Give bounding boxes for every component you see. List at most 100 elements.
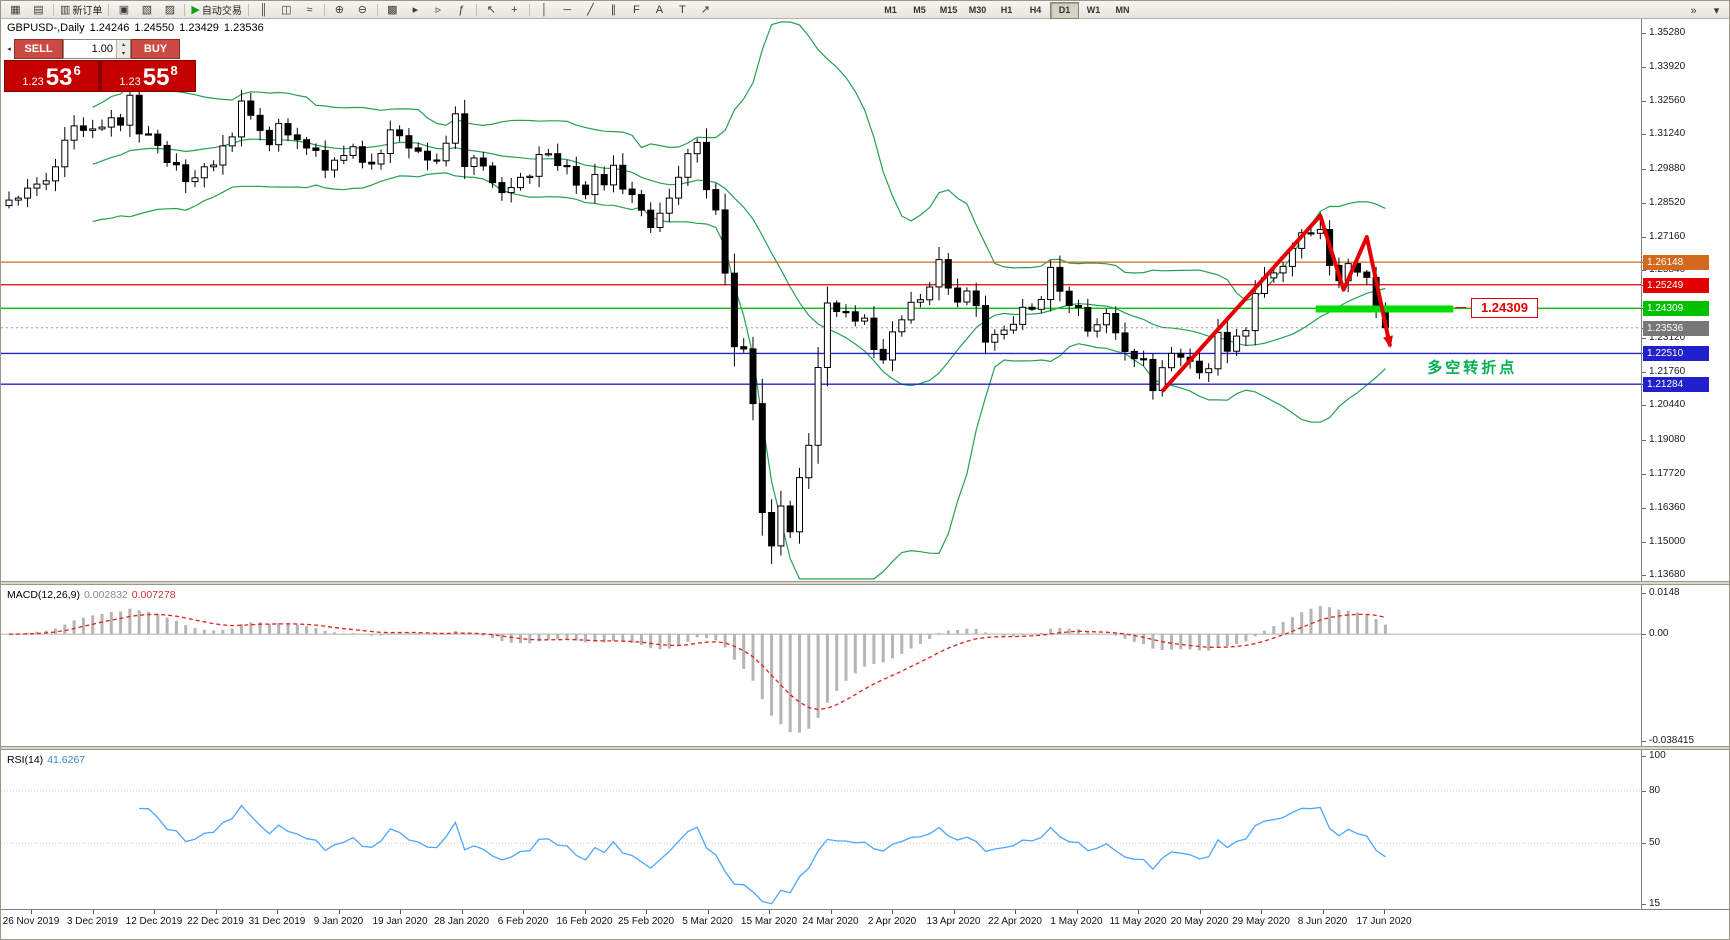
date-label: 31 Dec 2019 [248,916,306,927]
date-label: 22 Apr 2020 [988,916,1042,927]
indicators-icon[interactable]: ƒ [458,3,465,16]
price-axis-label: 1.31240 [1649,128,1686,140]
timeframe-m30[interactable]: M30 [968,5,987,15]
date-label: 3 Dec 2019 [66,916,119,927]
price-axis[interactable]: 1.35280 1.33920 1.32560 1.31240 1.29880 1.285… [1641,19,1729,909]
ohlc-low: 1.23429 [179,22,219,34]
price-axis-label: 1.20440 [1649,399,1686,411]
channel-icon[interactable]: ∥ [610,4,617,16]
price-axis-label: -0.038415 [1649,735,1695,746]
sell-button[interactable]: SELL [14,39,63,59]
buy-price-pips: 55 [142,64,170,91]
trendline-icon[interactable]: ╱ [587,4,594,16]
trade-panel-collapse-icon[interactable]: ◂ [7,46,11,53]
text-icon[interactable]: T [679,3,686,16]
buy-price-button[interactable]: 1.23 55 8 [101,60,196,92]
volume-control: ▴ ▾ [63,39,131,59]
pane-divider-rsi[interactable] [1,746,1729,750]
data-window-icon[interactable]: ▧ [141,4,153,16]
buy-price-prefix: 1.23 [119,76,141,88]
line-chart-icon[interactable]: ≈ [306,3,313,16]
volume-up-icon[interactable]: ▴ [117,40,130,49]
date-label: 28 Jan 2020 [433,916,490,927]
volume-input[interactable] [64,40,116,58]
support-price-label[interactable]: 1.24309 [1470,297,1538,318]
timeframe-h1[interactable]: H1 [1000,5,1013,15]
zoom-in-icon[interactable]: ⊕ [334,4,344,16]
bollinger-bands [92,21,1386,580]
macd-title: MACD(12,26,9) [7,589,80,601]
sell-price-point: 6 [73,63,81,78]
auto-scroll-icon[interactable]: ▸ [412,4,419,16]
price-axis-label: 1.27160 [1649,230,1686,242]
candlestick-series [5,85,1389,564]
tile-windows-icon[interactable]: ▩ [387,4,398,16]
timeframe-toolbar: M1 M5 M15 M30 H1 H4 D1 W1 MN [876,1,1137,19]
date-label: 16 Feb 2020 [556,916,613,927]
date-label: 1 May 2020 [1050,916,1103,927]
zoom-out-icon[interactable]: ⊖ [357,4,367,16]
timeframe-m1[interactable]: M1 [884,5,897,15]
date-label: 20 May 2020 [1170,916,1229,927]
date-label: 26 Nov 2019 [2,916,60,927]
new-order-button[interactable]: ▥ 新订单 [60,4,103,17]
buy-price-point: 8 [170,63,178,78]
new-chart-icon[interactable]: ▦ [10,4,21,16]
timeframe-d1[interactable]: D1 [1050,1,1079,19]
chart-symbol-ohlc: GBPUSD-,Daily 1.24246 1.24550 1.23429 1.2353… [7,22,269,34]
candlestick-chart-icon[interactable]: ◫ [281,4,292,16]
chart-profiles-icon[interactable]: ▤ [33,4,44,16]
sell-price-button[interactable]: 1.23 53 6 [4,60,99,92]
time-axis[interactable]: 26 Nov 2019 3 Dec 2019 12 Dec 2019 22 Dec 2… [1,909,1729,939]
cursor-icon[interactable]: ↖ [486,4,496,16]
navigator-icon[interactable]: ▨ [164,4,176,16]
arrows-icon[interactable]: ↗ [700,4,710,16]
volume-down-icon[interactable]: ▾ [117,49,130,58]
price-axis-label: 1.32560 [1649,95,1686,107]
macd-histogram [7,605,1387,733]
toolbar-separator [528,3,530,16]
timeframe-w1[interactable]: W1 [1086,5,1101,15]
toolbar-more-icon[interactable]: » [1690,4,1697,17]
pane-divider-macd[interactable] [1,581,1729,585]
timeframe-h4[interactable]: H4 [1029,5,1042,15]
price-axis-label: 15 [1649,898,1661,909]
price-axis-label: 1.19080 [1649,433,1686,445]
text-label-icon[interactable]: A [655,3,664,16]
price-tag: 1.23536 [1643,320,1709,336]
bull-bear-turning-point-note[interactable]: 多空转折点 [1427,359,1518,377]
buy-button[interactable]: BUY [131,39,180,59]
price-axis-label: 80 [1649,784,1661,796]
toolbar-left-group: ▦ ▤ ▥ 新订单 ▣ ▧ ▨ ▶ 自动交易 ║ ◫ ≈ ⊕ ⊖ ▩ ▸ ▹ ƒ ↖ + │ ─ ╱ ∥ F A T ↗ [4,1,717,18]
price-tag: 1.24309 [1643,301,1709,317]
date-label: 9 Jan 2020 [313,916,364,927]
bars-chart-icon[interactable]: ║ [259,3,268,16]
support-zone-bar[interactable] [1315,305,1454,313]
toolbar: ▦ ▤ ▥ 新订单 ▣ ▧ ▨ ▶ 自动交易 ║ ◫ ≈ ⊕ ⊖ ▩ ▸ ▹ ƒ ↖ + │ ─ ╱ ∥ F A T ↗ M1 M5 M1… [1,1,1729,19]
symbol-period-label: GBPUSD-,Daily [7,22,85,34]
market-watch-icon[interactable]: ▣ [118,4,130,16]
price-axis-label: 0.0148 [1649,587,1680,598]
chart-shift-icon[interactable]: ▹ [435,4,442,16]
crosshair-icon[interactable]: + [511,3,518,16]
timeframe-m15[interactable]: M15 [939,5,958,15]
date-label: 11 May 2020 [1109,916,1167,927]
price-axis-label: 1.16360 [1649,501,1686,513]
timeframe-mn[interactable]: MN [1115,5,1130,15]
auto-trading-button[interactable]: ▶ 自动交易 [191,4,242,17]
timeframe-m5[interactable]: M5 [913,5,926,15]
price-axis-label: 1.13680 [1649,569,1686,580]
date-label: 8 Jun 2020 [1297,916,1348,927]
horizontal-lines[interactable] [1,261,1641,385]
rsi-value: 41.6267 [47,754,86,766]
horizontal-line-icon[interactable]: ─ [563,3,572,16]
vertical-line-icon[interactable]: │ [540,3,548,16]
trend-arrow[interactable] [1160,213,1393,393]
toolbar-customize-icon[interactable]: ▾ [1713,5,1720,17]
toolbar-separator [53,3,54,16]
fibonacci-icon[interactable]: F [633,3,640,16]
chart-objects[interactable] [1160,213,1467,393]
toolbar-separator [247,3,249,16]
